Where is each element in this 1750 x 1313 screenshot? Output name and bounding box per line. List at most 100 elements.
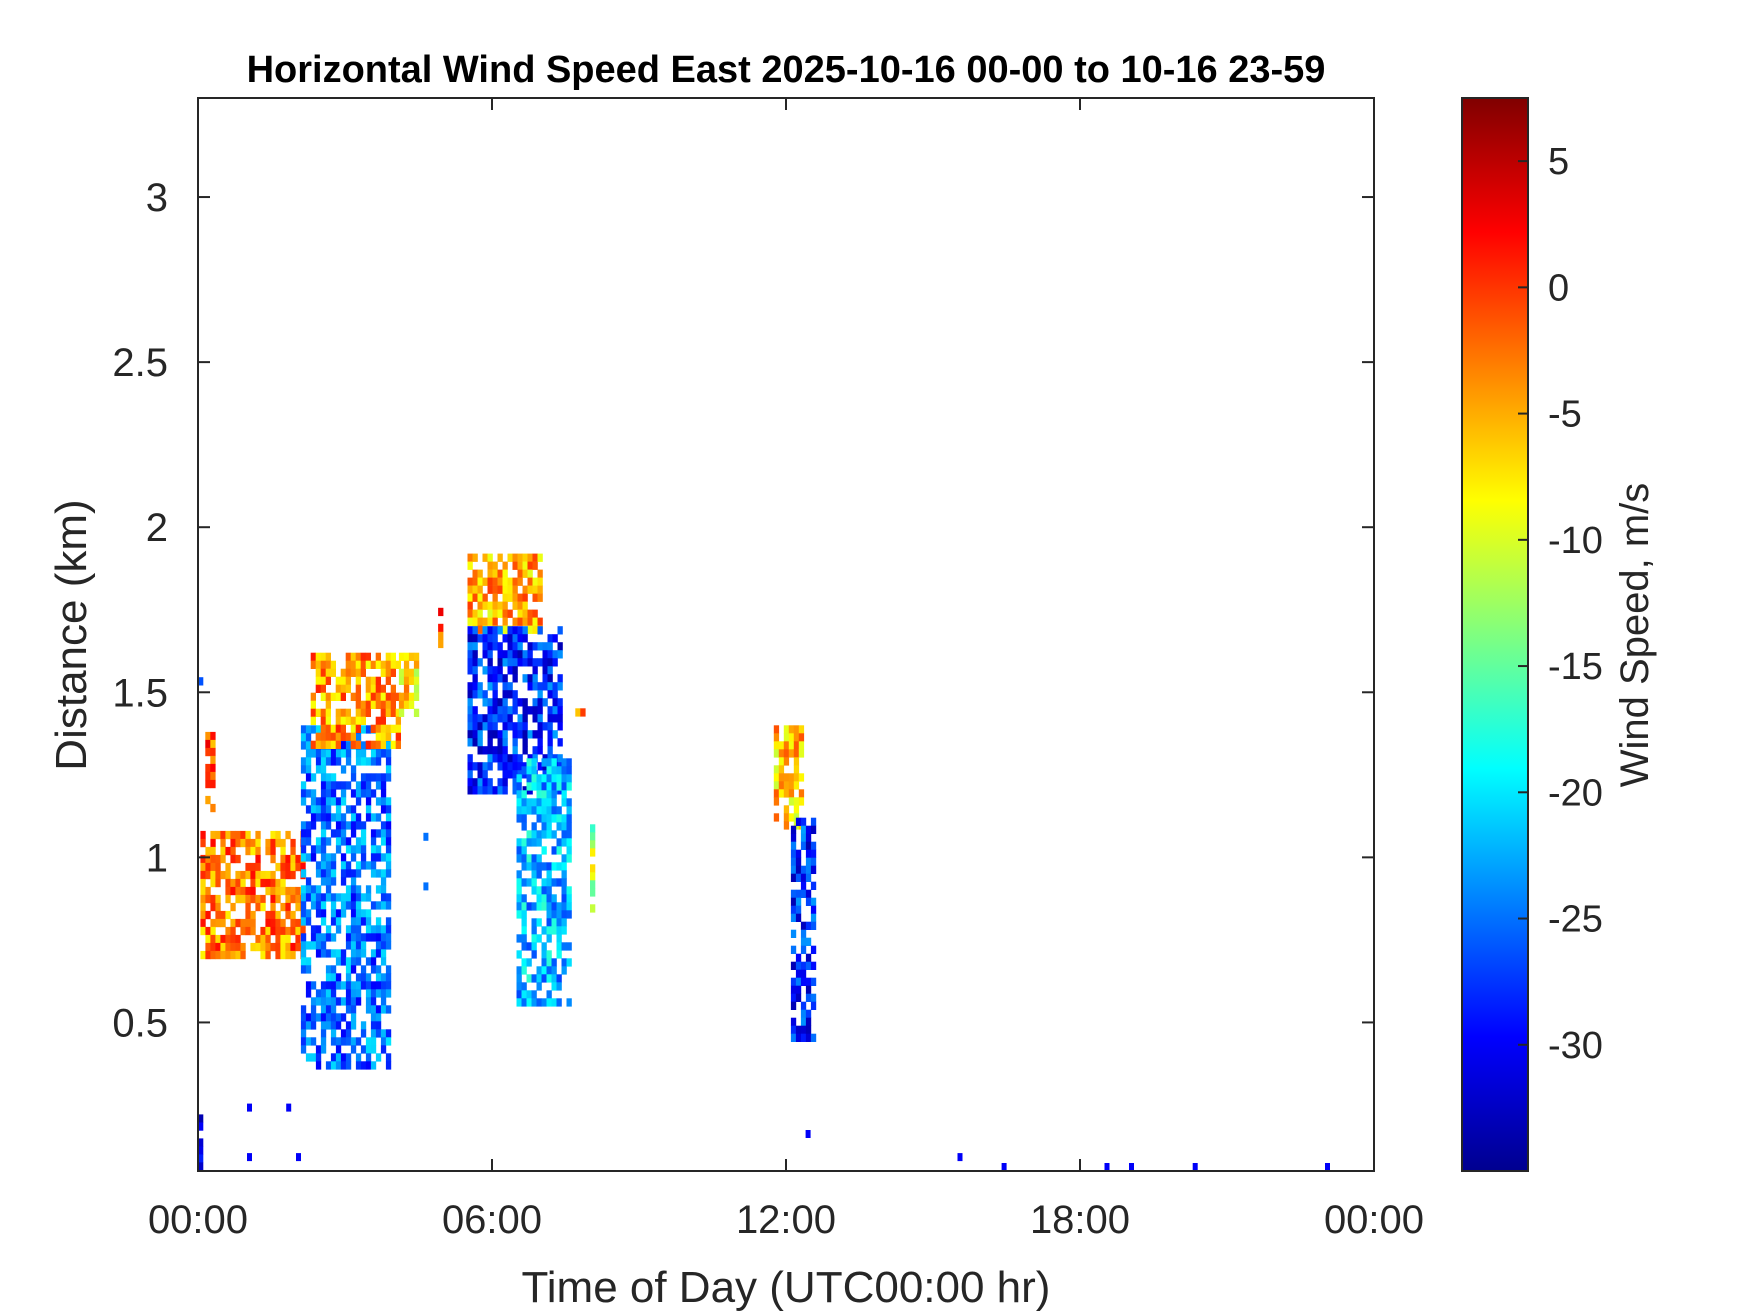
data-cell (541, 958, 547, 967)
data-cell (335, 781, 342, 790)
data-cell (365, 989, 372, 998)
data-cell (300, 1045, 307, 1054)
data-cell (521, 902, 527, 911)
data-cell (330, 749, 337, 758)
data-cell (536, 918, 542, 927)
data-cell (305, 837, 312, 846)
data-cell (375, 749, 382, 758)
data-cell (320, 1029, 327, 1038)
data-cell (235, 918, 241, 928)
data-cell (240, 878, 246, 888)
data-cell (502, 617, 508, 626)
data-cell (482, 666, 488, 675)
data-cell (795, 897, 802, 906)
data-cell (541, 950, 547, 959)
data-cell (487, 553, 493, 562)
data-cell (265, 934, 271, 944)
data-cell (472, 730, 478, 739)
data-cell (527, 561, 533, 570)
data-cell (527, 674, 533, 683)
data-cell (230, 878, 236, 888)
data-cell (522, 626, 528, 635)
data-cell (800, 841, 807, 850)
data-cell (305, 917, 312, 926)
data-cell (360, 652, 366, 661)
data-cell (320, 676, 326, 685)
data-cell (355, 813, 362, 822)
data-cell (546, 910, 552, 919)
data-cell (385, 821, 392, 830)
data-cell (502, 561, 508, 570)
data-cell (395, 692, 401, 701)
data-cell (551, 966, 557, 975)
data-cell (531, 942, 537, 951)
data-cell (285, 830, 291, 840)
data-cell (531, 926, 537, 935)
data-cell (370, 749, 377, 758)
data-cell (487, 585, 493, 594)
data-cell (516, 814, 522, 823)
data-cell (477, 738, 483, 747)
data-cell (325, 981, 332, 990)
data-cell (335, 805, 342, 814)
data-cell (350, 724, 356, 733)
y-tick-label: 2.5 (112, 341, 168, 385)
data-cell (536, 774, 542, 783)
data-cell (360, 981, 367, 990)
data-cell (472, 642, 478, 651)
data-cell (370, 997, 377, 1006)
colorbar-ticks: 50-5-10-15-20-25-30 (1518, 141, 1603, 1067)
data-cell (350, 1021, 357, 1030)
data-cell (315, 684, 321, 693)
data-cell (320, 981, 327, 990)
data-cell (345, 652, 351, 661)
data-cell (502, 609, 508, 618)
data-cell (245, 894, 251, 904)
data-cell (315, 725, 322, 734)
data-cell (370, 853, 377, 862)
data-cell (537, 682, 543, 691)
data-cell (556, 918, 562, 927)
data-cell (507, 642, 513, 651)
data-cell (537, 593, 543, 602)
data-cell (537, 730, 543, 739)
data-cell (546, 822, 552, 831)
data-cell (566, 830, 572, 839)
data-cell (200, 910, 206, 920)
data-cell (516, 990, 522, 999)
data-cell (497, 754, 503, 763)
data-cell (210, 934, 216, 944)
data-cell (315, 740, 321, 749)
data-cell (250, 886, 256, 896)
data-cell (380, 893, 387, 902)
data-cell (385, 869, 392, 878)
data-cell (220, 830, 226, 840)
data-cell (385, 773, 392, 782)
data-cell (385, 765, 392, 774)
data-cell (566, 806, 572, 815)
data-cell (375, 652, 381, 661)
data-cell (507, 593, 513, 602)
data-cell (467, 626, 473, 635)
data-cell (375, 781, 382, 790)
data-cell (492, 634, 498, 643)
data-cell (320, 781, 327, 790)
data-cell (355, 949, 362, 958)
data-cell (350, 949, 357, 958)
data-cell (330, 1053, 337, 1062)
data-cell (365, 973, 372, 982)
data-cell (335, 821, 342, 830)
data-cell (556, 766, 562, 775)
data-cell (335, 1021, 342, 1030)
data-cell (517, 593, 523, 602)
data-cell (532, 585, 538, 594)
data-cell (230, 926, 236, 936)
data-cell (335, 757, 342, 766)
data-cell (345, 965, 352, 974)
data-cell (385, 973, 392, 982)
data-cell (255, 942, 261, 952)
data-cell (783, 773, 790, 782)
data-cell (220, 910, 226, 920)
data-cell (305, 757, 312, 766)
data-cell (502, 674, 508, 683)
